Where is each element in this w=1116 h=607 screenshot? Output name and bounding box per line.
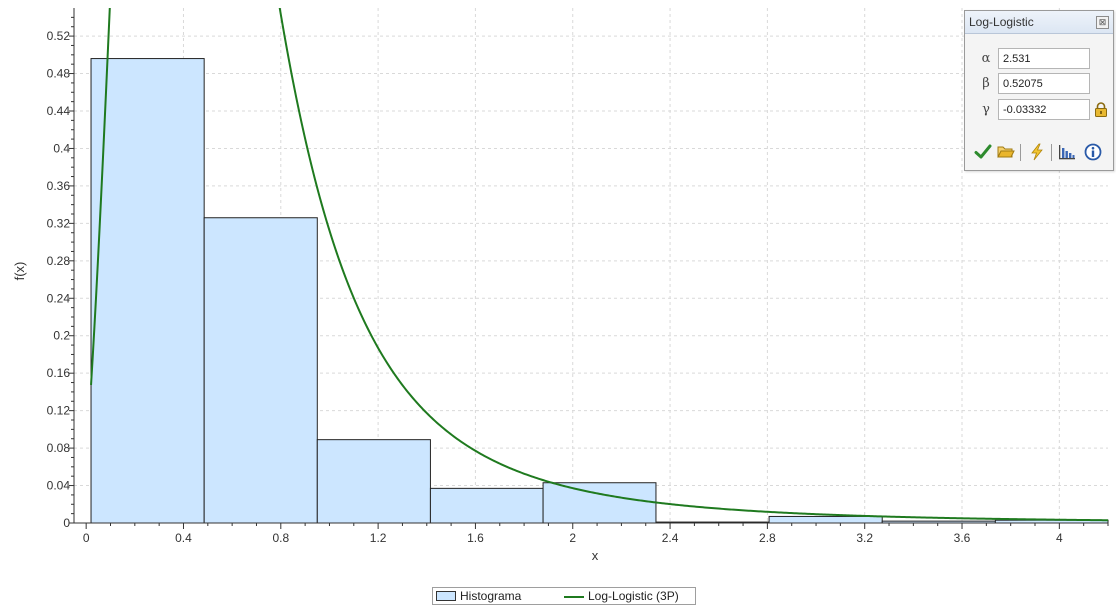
toolbar-separator — [1020, 144, 1021, 161]
lightning-icon[interactable] — [1028, 143, 1046, 161]
alpha-input[interactable] — [998, 48, 1090, 69]
y-tick-label: 0 — [63, 516, 70, 530]
x-tick-label: 4 — [1056, 531, 1063, 545]
y-tick-label: 0.52 — [47, 29, 71, 43]
x-tick-label: 2.8 — [759, 531, 776, 545]
parameter-panel: Log-Logistic ⊠ α β γ — [964, 10, 1114, 171]
x-tick-label: 2.4 — [662, 531, 679, 545]
x-tick-label: 3.6 — [954, 531, 971, 545]
panel-header: Log-Logistic ⊠ — [965, 11, 1113, 34]
param-row-beta: β — [965, 73, 1113, 95]
curve-layer — [90, 8, 1108, 522]
beta-input[interactable] — [998, 73, 1090, 94]
y-tick-label: 0.36 — [47, 179, 71, 193]
lock-icon[interactable] — [1094, 102, 1108, 117]
x-tick-label: 1.6 — [467, 531, 484, 545]
panel-toolbar — [973, 143, 1113, 163]
histogram-bar — [203, 217, 318, 524]
x-tick-label: 0 — [83, 531, 90, 545]
beta-symbol: β — [982, 76, 990, 91]
histogram-bar — [429, 487, 544, 524]
y-tick-label: 0.16 — [47, 366, 71, 380]
histogram-bar — [542, 482, 657, 524]
panel-title: Log-Logistic — [969, 15, 1034, 29]
y-tick-label: 0.32 — [47, 216, 71, 230]
x-tick-label: 0.4 — [175, 531, 192, 545]
legend-histogram-label: Histograma — [460, 589, 522, 603]
x-tick-label: 0.8 — [272, 531, 289, 545]
y-tick-label: 0.2 — [53, 329, 70, 343]
info-icon[interactable] — [1084, 143, 1102, 161]
check-icon[interactable] — [974, 143, 992, 161]
histogram-bar — [316, 439, 431, 524]
histogram-bar — [90, 58, 205, 524]
y-tick-label: 0.48 — [47, 67, 71, 81]
param-row-alpha: α — [965, 48, 1113, 70]
gamma-symbol: γ — [982, 102, 990, 117]
toolbar-separator — [1051, 144, 1052, 161]
y-tick-label: 0.24 — [47, 291, 71, 305]
y-tick-label: 0.28 — [47, 254, 71, 268]
x-axis-ticks: 0 0.4 0.8 1.2 1.6 2 2.4 2.8 3.2 3.6 4 — [83, 523, 1109, 545]
bar-chart-icon[interactable] — [1058, 143, 1076, 161]
axes — [73, 8, 1108, 524]
close-icon[interactable]: ⊠ — [1096, 16, 1109, 29]
y-axis-ticks: 0 0.04 0.08 0.12 0.16 0.2 0.24 0.28 0.32 0.36 0.4 0… — [47, 16, 74, 530]
histogram-bar — [768, 515, 883, 524]
param-row-gamma: γ — [965, 99, 1113, 121]
folder-open-icon[interactable] — [997, 143, 1015, 161]
histogram-bars — [90, 58, 1109, 524]
y-tick-label: 0.08 — [47, 441, 71, 455]
grid — [74, 8, 1108, 523]
histogram-swatch — [436, 591, 456, 601]
x-tick-label: 1.2 — [370, 531, 387, 545]
legend-box: Histograma Log-Logistic (3P) — [432, 587, 696, 605]
log-logistic-curve — [90, 8, 1108, 522]
legend-curve-label: Log-Logistic (3P) — [588, 589, 679, 603]
y-axis-title: f(x) — [12, 262, 27, 281]
y-tick-label: 0.12 — [47, 404, 71, 418]
y-tick-label: 0.44 — [47, 104, 71, 118]
gamma-input[interactable] — [998, 99, 1090, 120]
x-tick-label: 2 — [569, 531, 576, 545]
y-tick-label: 0.04 — [47, 479, 71, 493]
alpha-symbol: α — [981, 51, 991, 66]
x-axis-title: x — [592, 548, 599, 563]
y-tick-label: 0.4 — [53, 141, 70, 155]
curve-swatch — [564, 596, 584, 598]
x-tick-label: 3.2 — [856, 531, 873, 545]
